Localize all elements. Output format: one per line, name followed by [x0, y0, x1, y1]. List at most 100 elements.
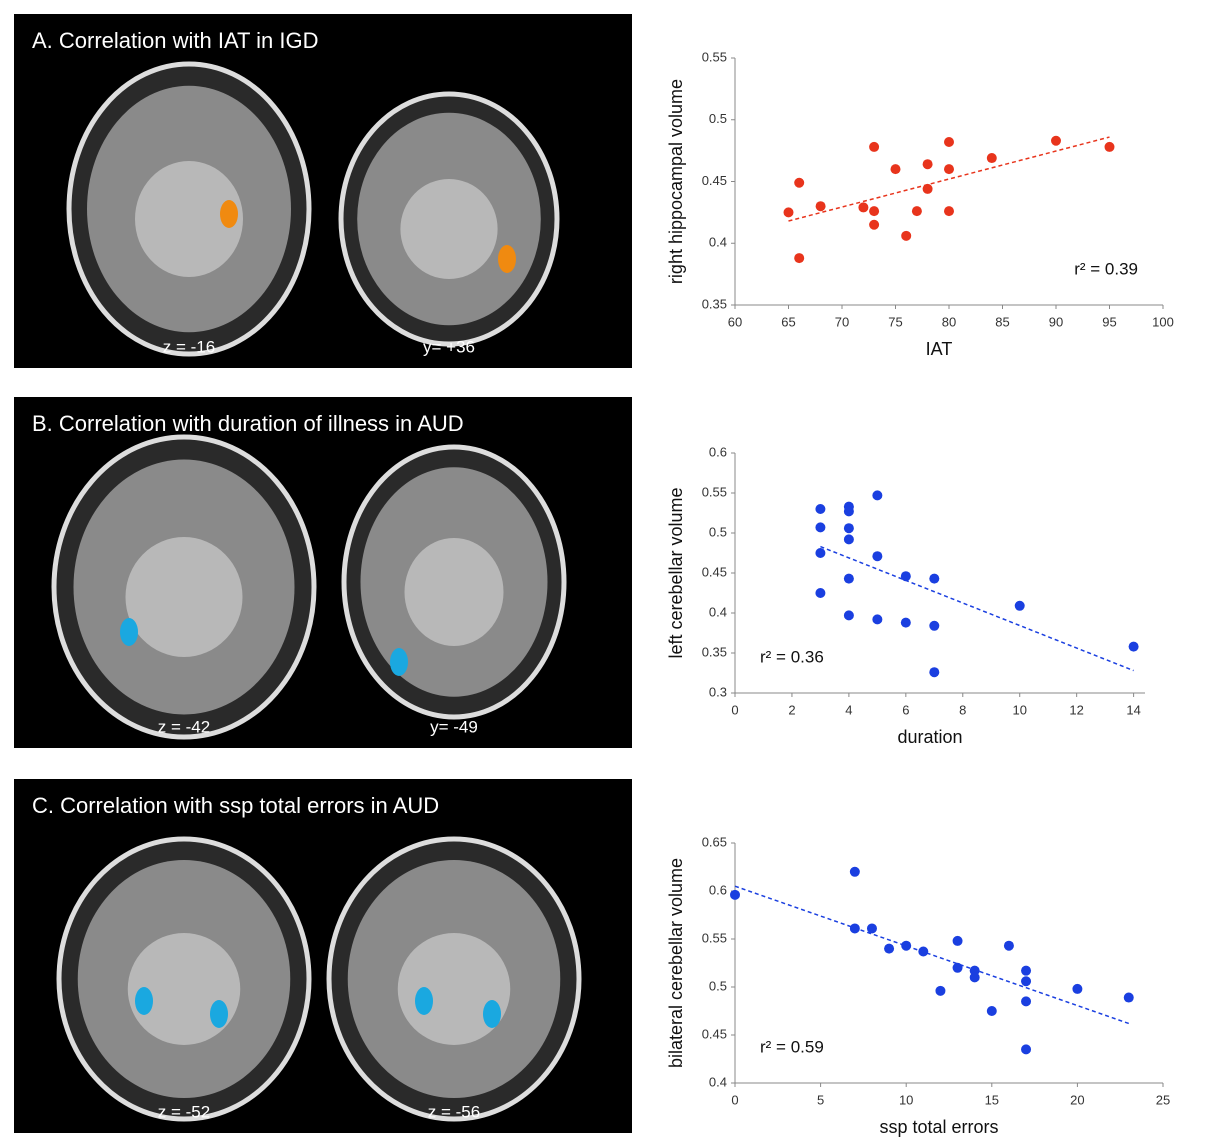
x-tick-label: 14 [1126, 702, 1140, 717]
brain-panel: A. Correlation with IAT in IGD z = -16 y= … [14, 14, 632, 368]
data-point [1003, 940, 1014, 951]
data-point [843, 506, 854, 517]
data-point [944, 136, 954, 147]
y-tick-label: 0.6 [709, 444, 727, 459]
x-tick-label: 60 [728, 314, 742, 329]
brain-panel: C. Correlation with ssp total errors in … [14, 779, 632, 1133]
brain-inner [400, 179, 498, 279]
data-point [1128, 641, 1139, 652]
data-point [872, 614, 883, 625]
data-point [858, 202, 869, 213]
data-point [1123, 992, 1134, 1003]
panel-title: C. Correlation with ssp total errors in … [32, 793, 439, 818]
y-tick-label: 0.55 [702, 49, 727, 64]
activation-blob [220, 200, 238, 228]
data-point [872, 490, 883, 501]
data-point [869, 141, 880, 152]
data-point [1021, 1044, 1032, 1055]
data-point [986, 153, 997, 164]
y-tick-label: 0.35 [702, 296, 727, 311]
x-tick-label: 25 [1156, 1092, 1170, 1107]
data-point [1021, 976, 1032, 987]
data-point [929, 667, 940, 678]
y-tick-label: 0.4 [709, 604, 727, 619]
y-tick-label: 0.4 [709, 1074, 727, 1089]
data-point [890, 164, 901, 175]
data-point [884, 943, 895, 954]
slice-label: z = -42 [158, 717, 210, 736]
data-point [869, 206, 880, 217]
data-point [815, 522, 826, 533]
data-point [730, 889, 740, 900]
data-point [843, 534, 854, 545]
data-point [815, 201, 826, 212]
slice-label: z = -52 [158, 1102, 210, 1121]
data-point [1051, 135, 1061, 146]
data-point [911, 206, 922, 217]
data-point [1014, 600, 1025, 611]
data-point [1104, 141, 1115, 152]
data-point [900, 617, 911, 628]
data-point [843, 610, 854, 621]
y-tick-label: 0.65 [702, 834, 727, 849]
activation-blob [415, 987, 433, 1015]
x-tick-label: 4 [845, 702, 852, 717]
y-tick-label: 0.55 [702, 930, 727, 945]
trend-line [734, 885, 1130, 1025]
data-point [1021, 996, 1032, 1007]
data-point [849, 923, 860, 934]
data-point [872, 551, 883, 562]
x-tick-label: 10 [1012, 702, 1026, 717]
x-tick-label: 90 [1049, 314, 1063, 329]
data-point [1072, 983, 1083, 994]
data-point [794, 177, 805, 188]
brain-inner [397, 933, 511, 1045]
slice-label: z = -56 [428, 1102, 480, 1121]
data-point [843, 523, 854, 534]
trend-line [820, 545, 1134, 672]
panel-title: B. Correlation with duration of illness … [32, 411, 464, 436]
x-tick-label: 95 [1102, 314, 1116, 329]
activation-blob [210, 1000, 228, 1028]
data-point [952, 935, 963, 946]
x-tick-label: 75 [888, 314, 902, 329]
data-point [901, 940, 912, 951]
data-point [944, 164, 954, 175]
x-tick-label: 20 [1070, 1092, 1084, 1107]
data-point [918, 946, 929, 957]
panel-title: A. Correlation with IAT in IGD [32, 28, 319, 53]
data-point [922, 159, 933, 170]
data-point [815, 548, 826, 558]
x-tick-label: 5 [817, 1092, 824, 1107]
data-point [869, 219, 880, 230]
x-tick-label: 10 [899, 1092, 913, 1107]
data-point [866, 923, 877, 934]
annotation: r² = 0.36 [760, 647, 824, 666]
y-tick-label: 0.6 [709, 882, 727, 897]
data-point [935, 985, 946, 996]
annotation: r² = 0.59 [760, 1037, 824, 1056]
data-point [969, 972, 980, 983]
slice-label: y= -49 [430, 717, 478, 736]
x-axis-label: ssp total errors [879, 1117, 998, 1137]
activation-blob [483, 1000, 501, 1028]
data-point [1021, 965, 1032, 976]
data-point [815, 588, 826, 598]
y-axis-label: left cerebellar volume [666, 487, 686, 658]
data-point [849, 866, 860, 877]
x-tick-label: 6 [902, 702, 909, 717]
x-tick-label: 80 [942, 314, 956, 329]
y-tick-label: 0.5 [709, 978, 727, 993]
activation-blob [390, 648, 408, 676]
activation-blob [120, 618, 138, 646]
trend-line [788, 136, 1110, 222]
y-axis-label: bilateral cerebellar volume [666, 858, 686, 1068]
y-tick-label: 0.45 [702, 173, 727, 188]
y-tick-label: 0.3 [709, 684, 727, 699]
y-tick-label: 0.4 [709, 235, 727, 250]
data-point [952, 962, 963, 973]
x-tick-label: 2 [788, 702, 795, 717]
brain-inner [125, 537, 243, 657]
x-tick-label: 12 [1069, 702, 1083, 717]
